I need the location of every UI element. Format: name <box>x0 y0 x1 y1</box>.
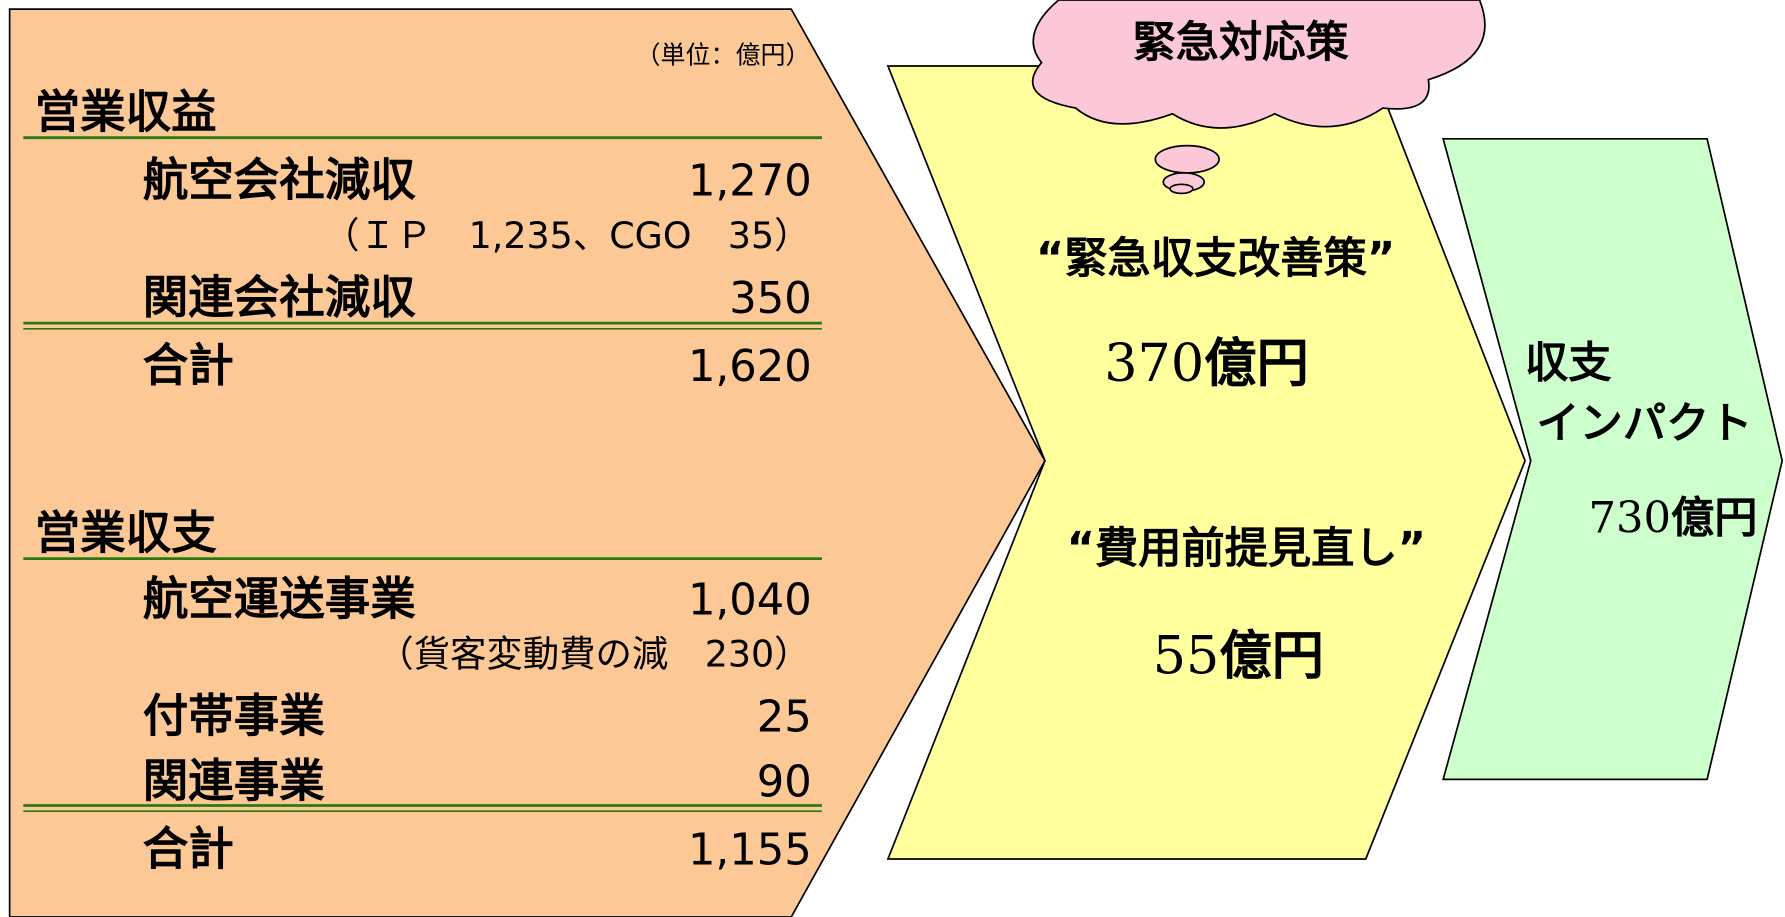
item-value: 90 <box>757 757 812 807</box>
cloud <box>1031 0 1486 195</box>
measure-name: “緊急収支改善策” <box>1036 234 1395 284</box>
measure-amount: 55億円 <box>1153 626 1324 687</box>
item-label: 付帯事業 <box>143 690 326 743</box>
cloud-text: 緊急対応策 <box>1133 18 1350 68</box>
item-value: 1,270 <box>688 157 812 207</box>
item-label: 関連会社減収 <box>143 271 417 324</box>
item-label: 航空会社減収 <box>143 154 417 207</box>
item-label: 航空運送事業 <box>143 572 417 625</box>
unit: 億円 <box>1219 626 1324 687</box>
total-label: 合計 <box>143 339 234 392</box>
right-chevron <box>1442 137 1784 781</box>
note: （ＩＰ 1,235、CGO 35） <box>323 214 810 257</box>
impact-line: 収支 <box>1525 339 1612 389</box>
note: （貨客変動費の減 230） <box>377 633 810 676</box>
item-value: 350 <box>729 274 812 324</box>
unit: 億円 <box>1671 493 1757 543</box>
impact-amount: 730億円 <box>1588 493 1757 543</box>
heading: 営業収支 <box>35 506 218 559</box>
total-value: 1,620 <box>688 342 812 392</box>
item-label: 関連事業 <box>143 754 326 807</box>
total-label: 合計 <box>143 823 234 876</box>
measure-name: “費用前提見直し” <box>1067 524 1426 574</box>
heading: 営業収益 <box>35 85 217 138</box>
left-panel <box>8 8 1046 917</box>
amount: 370 <box>1104 333 1204 394</box>
total-value: 1,155 <box>688 826 812 876</box>
item-value: 25 <box>757 693 812 743</box>
measure-amount: 370億円 <box>1104 333 1309 394</box>
amount: 55 <box>1153 626 1220 687</box>
amount: 730 <box>1588 493 1671 543</box>
item-value: 1,040 <box>688 575 812 625</box>
unit: 億円 <box>1204 333 1309 394</box>
impact-line: インパクト <box>1536 399 1752 449</box>
unit: （単位：億円） <box>635 41 810 70</box>
